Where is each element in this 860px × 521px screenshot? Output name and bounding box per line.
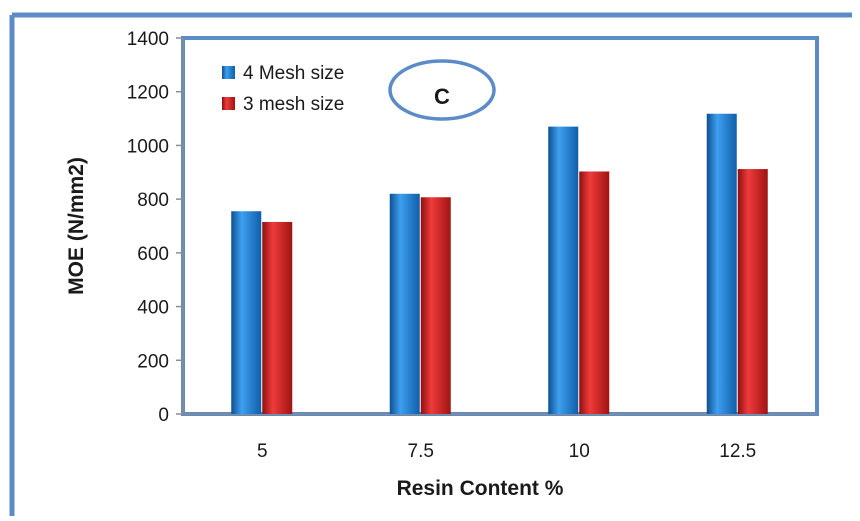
- y-tick-label: 1200: [127, 83, 169, 104]
- annotation-label: C: [434, 84, 450, 109]
- x-tick-label: 12.5: [719, 441, 756, 462]
- x-tick-labels: 5 7.5 10 12.5: [257, 441, 756, 462]
- legend-swatch-series-2: [222, 97, 235, 110]
- y-tick-labels: 0 200 400 600 800 1000 1200 1400: [127, 29, 169, 426]
- legend-label-series-2: 3 mesh size: [243, 94, 344, 115]
- bar-series2-5: [262, 221, 293, 414]
- bar-series1-5: [231, 211, 262, 414]
- bar-series2-10: [579, 171, 610, 414]
- y-tick-label: 800: [137, 190, 169, 211]
- legend: 4 Mesh size 3 mesh size: [222, 63, 344, 115]
- bar-series1-7.5: [389, 193, 420, 414]
- y-tick-label: 0: [158, 405, 169, 426]
- annotation-ellipse: [388, 59, 496, 121]
- legend-swatch-series-1: [222, 66, 235, 79]
- y-tick-label: 1400: [127, 29, 169, 50]
- legend-label-series-1: 4 Mesh size: [243, 63, 344, 84]
- bars: [231, 113, 768, 414]
- bar-series2-7.5: [420, 197, 451, 414]
- bar-series1-10: [548, 126, 579, 414]
- y-tick-label: 400: [137, 298, 169, 319]
- y-tick-label: 200: [137, 351, 169, 372]
- panel-annotation: C: [388, 59, 496, 121]
- x-axis-title: Resin Content %: [397, 477, 564, 500]
- y-axis-title: MOE (N/mm2): [65, 157, 88, 295]
- x-tick-label: 10: [569, 441, 590, 462]
- x-tick-label: 7.5: [408, 441, 434, 462]
- y-tick-label: 1000: [127, 136, 169, 157]
- y-tick-label: 600: [137, 244, 169, 265]
- x-tick-label: 5: [257, 441, 268, 462]
- figure-frame: [9, 12, 852, 516]
- bar-series1-12.5: [706, 113, 737, 414]
- bar-series2-12.5: [737, 169, 768, 414]
